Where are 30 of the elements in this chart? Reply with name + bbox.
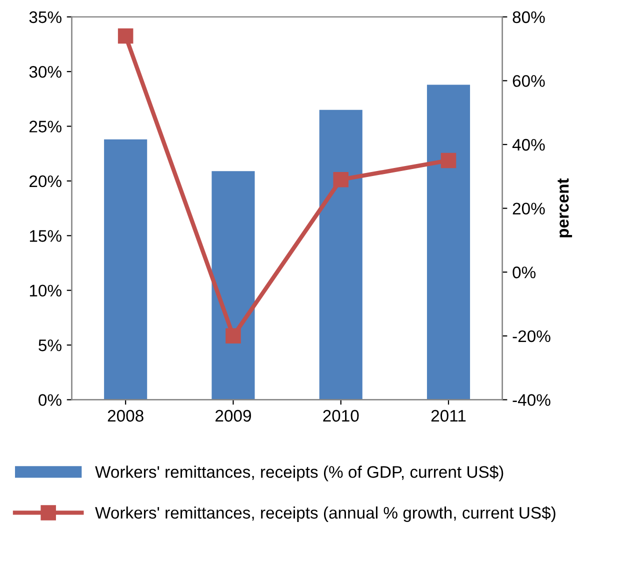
- y2-tick-label: -20%: [512, 330, 550, 342]
- y2-tick-label: 40%: [512, 138, 545, 151]
- y2-tick-label: 20%: [512, 202, 545, 215]
- y-tick-label: 5%: [38, 340, 62, 352]
- y-tick-label: 25%: [30, 120, 62, 132]
- y2-axis-title: percent: [558, 178, 572, 238]
- bar: [212, 171, 255, 400]
- y-tick-label: 30%: [29, 66, 62, 78]
- y2-tick-label: 80%: [512, 11, 545, 24]
- point: [333, 172, 348, 188]
- bar: [426, 84, 470, 400]
- y-tick-label: 35%: [29, 11, 62, 24]
- y-tick-label: 0%: [38, 394, 62, 406]
- point: [226, 328, 241, 344]
- y-tick-label: 10%: [30, 284, 62, 297]
- point: [118, 28, 134, 44]
- x-tick-label: 2010: [323, 410, 359, 422]
- point: [440, 152, 456, 168]
- x-tick-label: 2011: [431, 410, 466, 422]
- y-tick-label: 15%: [30, 230, 62, 242]
- y2-tick-label: 0%: [512, 266, 536, 278]
- y-tick-label: 20%: [30, 175, 62, 188]
- legend-label: Workers' remittances, receipts (annual % growth, current US$): [95, 506, 556, 522]
- legend-label: Workers' remittances, receipts (% of GDP, current US$): [95, 465, 504, 482]
- bar: [104, 139, 148, 400]
- bar: [319, 110, 362, 400]
- y2-tick-label: -40%: [512, 394, 550, 406]
- x-tick-label: 2008: [108, 410, 144, 422]
- x-tick-label: 2009: [216, 410, 251, 422]
- y2-tick-label: 60%: [512, 75, 545, 87]
